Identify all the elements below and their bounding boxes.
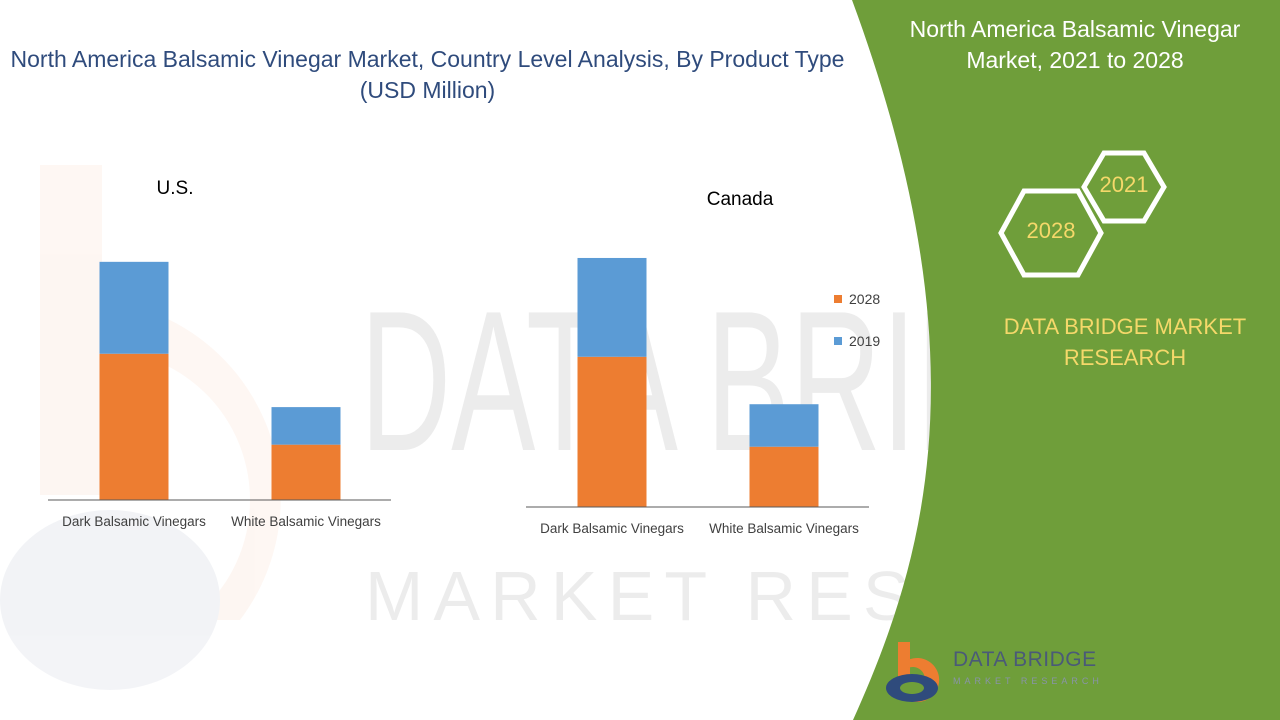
bar-2019-white [749, 404, 819, 447]
brand-name: DATA BRIDGE MARKET RESEARCH [1003, 314, 1247, 370]
hex-label-2021: 2021 [1099, 172, 1149, 197]
legend-swatch-2019 [834, 337, 842, 345]
chart-title: U.S. [157, 178, 194, 199]
x-tick-label: Dark Balsamic Vinegars [540, 521, 684, 536]
bar-2028-white [749, 446, 819, 507]
x-tick-label: White Balsamic Vinegars [709, 521, 859, 536]
x-tick-label: Dark Balsamic Vinegars [62, 514, 206, 529]
bar-2019-dark [99, 261, 169, 354]
logo-name: DATA BRIDGE [953, 648, 1097, 671]
bar-2028-dark [577, 356, 647, 507]
legend: 2028 2019 [834, 291, 880, 349]
bar-2019-dark [577, 257, 647, 357]
side-panel-background [852, 0, 1280, 720]
bar-2028-dark [99, 353, 169, 500]
bar-2019-white [271, 407, 341, 445]
x-tick-label: White Balsamic Vinegars [231, 514, 381, 529]
chart-title: Canada [707, 189, 774, 210]
legend-label-2028: 2028 [849, 291, 880, 307]
chart-canada: Canada Dark Balsamic Vinegars White Balsam… [526, 189, 869, 536]
hexagon-2028 [998, 188, 1104, 278]
hex-label-2028: 2028 [1026, 218, 1076, 243]
hexagon-2021 [1081, 150, 1167, 224]
logo-subtitle: MARKET RESEARCH [953, 676, 1103, 686]
side-panel-title: North America Balsamic Vinegar Market, 2… [909, 16, 1241, 73]
page-title: North America Balsamic Vinegar Market, C… [10, 46, 845, 103]
chart-us: U.S. Dark Balsamic Vinegars White Balsamic… [48, 178, 391, 529]
bar-2028-white [271, 444, 341, 500]
watermark-logo [0, 165, 281, 690]
data-bridge-logo-icon [886, 642, 940, 703]
legend-swatch-2028 [834, 295, 842, 303]
legend-label-2019: 2019 [849, 333, 880, 349]
